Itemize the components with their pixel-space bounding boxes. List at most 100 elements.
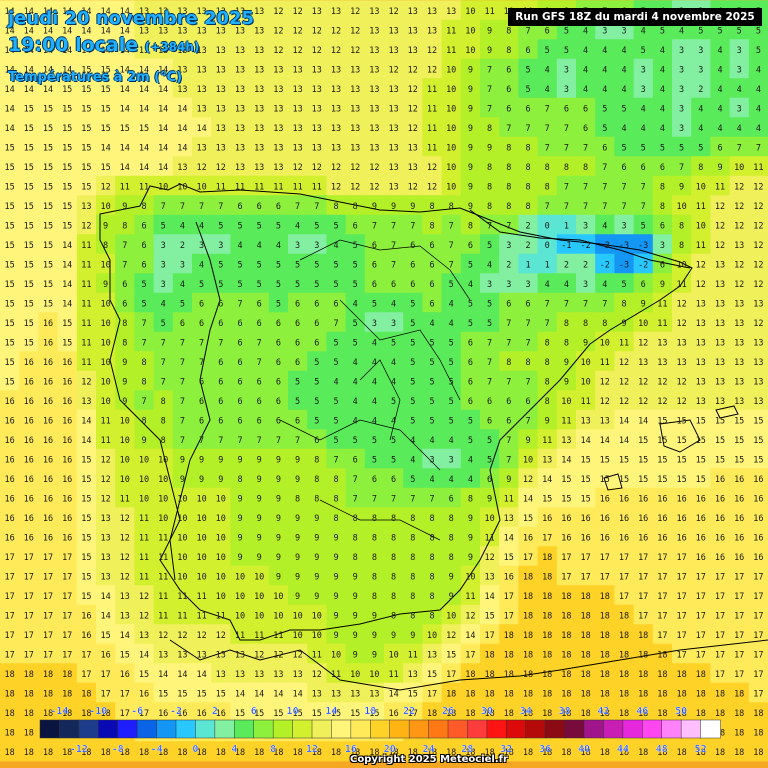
grid-value: 10 [100,300,110,310]
legend-swatch [525,719,546,739]
grid-value: 5 [391,456,396,466]
grid-value: 18 [484,690,494,700]
temperature-cell [729,643,750,664]
grid-value: 8 [602,319,607,329]
grid-value: 13 [369,46,379,56]
grid-value: 10 [369,670,379,680]
temperature-cell [633,429,654,450]
grid-value: 5 [161,319,166,329]
temperature-cell [652,331,673,352]
temperature-cell [153,565,174,586]
grid-value: 12 [715,222,725,232]
temperature-cell [96,663,116,684]
temperature-cell [729,253,750,274]
grid-value: 14 [158,670,168,680]
temperature-cell [384,175,404,196]
temperature-cell [192,97,212,118]
grid-value: 15 [753,436,763,446]
grid-value: 14 [120,631,130,641]
temperature-cell [0,663,20,684]
temperature-cell [115,58,135,79]
temperature-cell [576,390,596,411]
temperature-cell [172,175,193,196]
temperature-cell [134,565,155,586]
grid-value: 5 [487,300,492,310]
grid-value: 15 [62,163,72,173]
temperature-cell [192,312,212,333]
grid-value: 10 [100,339,110,349]
temperature-cell [595,312,615,333]
grid-value: 12 [696,280,706,290]
temperature-cell [614,195,635,216]
temperature-cell [576,331,596,352]
grid-value: 9 [372,651,377,661]
grid-value: 17 [676,592,686,602]
temperature-cell [672,546,692,567]
grid-value: 13 [388,163,398,173]
temperature-cell [192,58,212,79]
temperature-cell [345,487,366,508]
grid-value: 7 [180,397,185,407]
grid-value: 18 [696,709,706,719]
temperature-cell [307,448,327,469]
temperature-cell [0,234,20,255]
temperature-cell [384,19,404,40]
temperature-cell [38,643,59,664]
grid-value: 12 [408,66,418,76]
grid-value: 11 [139,534,149,544]
temperature-cell [57,351,78,372]
temperature-cell [518,234,539,255]
temperature-cell [537,312,558,333]
temperature-cell [518,214,539,235]
grid-value: 12 [350,46,360,56]
grid-value: 16 [24,397,34,407]
temperature-cell [576,156,596,177]
grid-value: 13 [331,124,341,134]
temperature-cell [556,214,577,235]
temperature-cell [403,0,423,21]
grid-value: 14 [100,144,110,154]
grid-value: 8 [698,163,703,173]
temperature-cell [364,702,385,723]
temperature-cell [499,448,519,469]
grid-value: 18 [62,690,72,700]
temperature-cell [268,682,289,703]
temperature-cell [19,643,39,664]
grid-value: 13 [408,163,418,173]
grid-value: 9 [295,534,300,544]
temperature-cell [307,253,327,274]
grid-value: 11 [81,280,91,290]
grid-value: 17 [676,612,686,622]
legend-label: 22 [403,706,415,717]
temperature-cell [729,331,750,352]
temperature-cell [614,507,635,528]
temperature-cell [192,409,212,430]
grid-value: 6 [353,222,358,232]
grid-value: 8 [564,339,569,349]
grid-value: 12 [216,631,226,641]
temperature-cell [633,448,654,469]
temperature-cell [576,546,596,567]
temperature-cell [729,702,750,723]
grid-value: 18 [638,651,648,661]
temperature-cell [19,117,39,138]
temperature-cell [345,663,366,684]
temperature-cell [710,604,731,625]
temperature-cell [249,117,270,138]
temperature-cell [614,214,635,235]
grid-value: 11 [139,183,149,193]
temperature-cell [230,117,251,138]
grid-value: 4 [487,261,492,271]
grid-value: 9 [314,573,319,583]
grid-value: 14 [100,592,110,602]
grid-value: 10 [177,514,187,524]
grid-value: 8 [410,573,415,583]
grid-value: 5 [449,397,454,407]
legend-swatch [428,719,449,739]
temperature-cell [19,273,39,294]
temperature-cell [384,565,404,586]
grid-value: 8 [314,475,319,485]
grid-value: 18 [504,690,514,700]
temperature-cell [326,214,347,235]
grid-value: 9 [276,573,281,583]
